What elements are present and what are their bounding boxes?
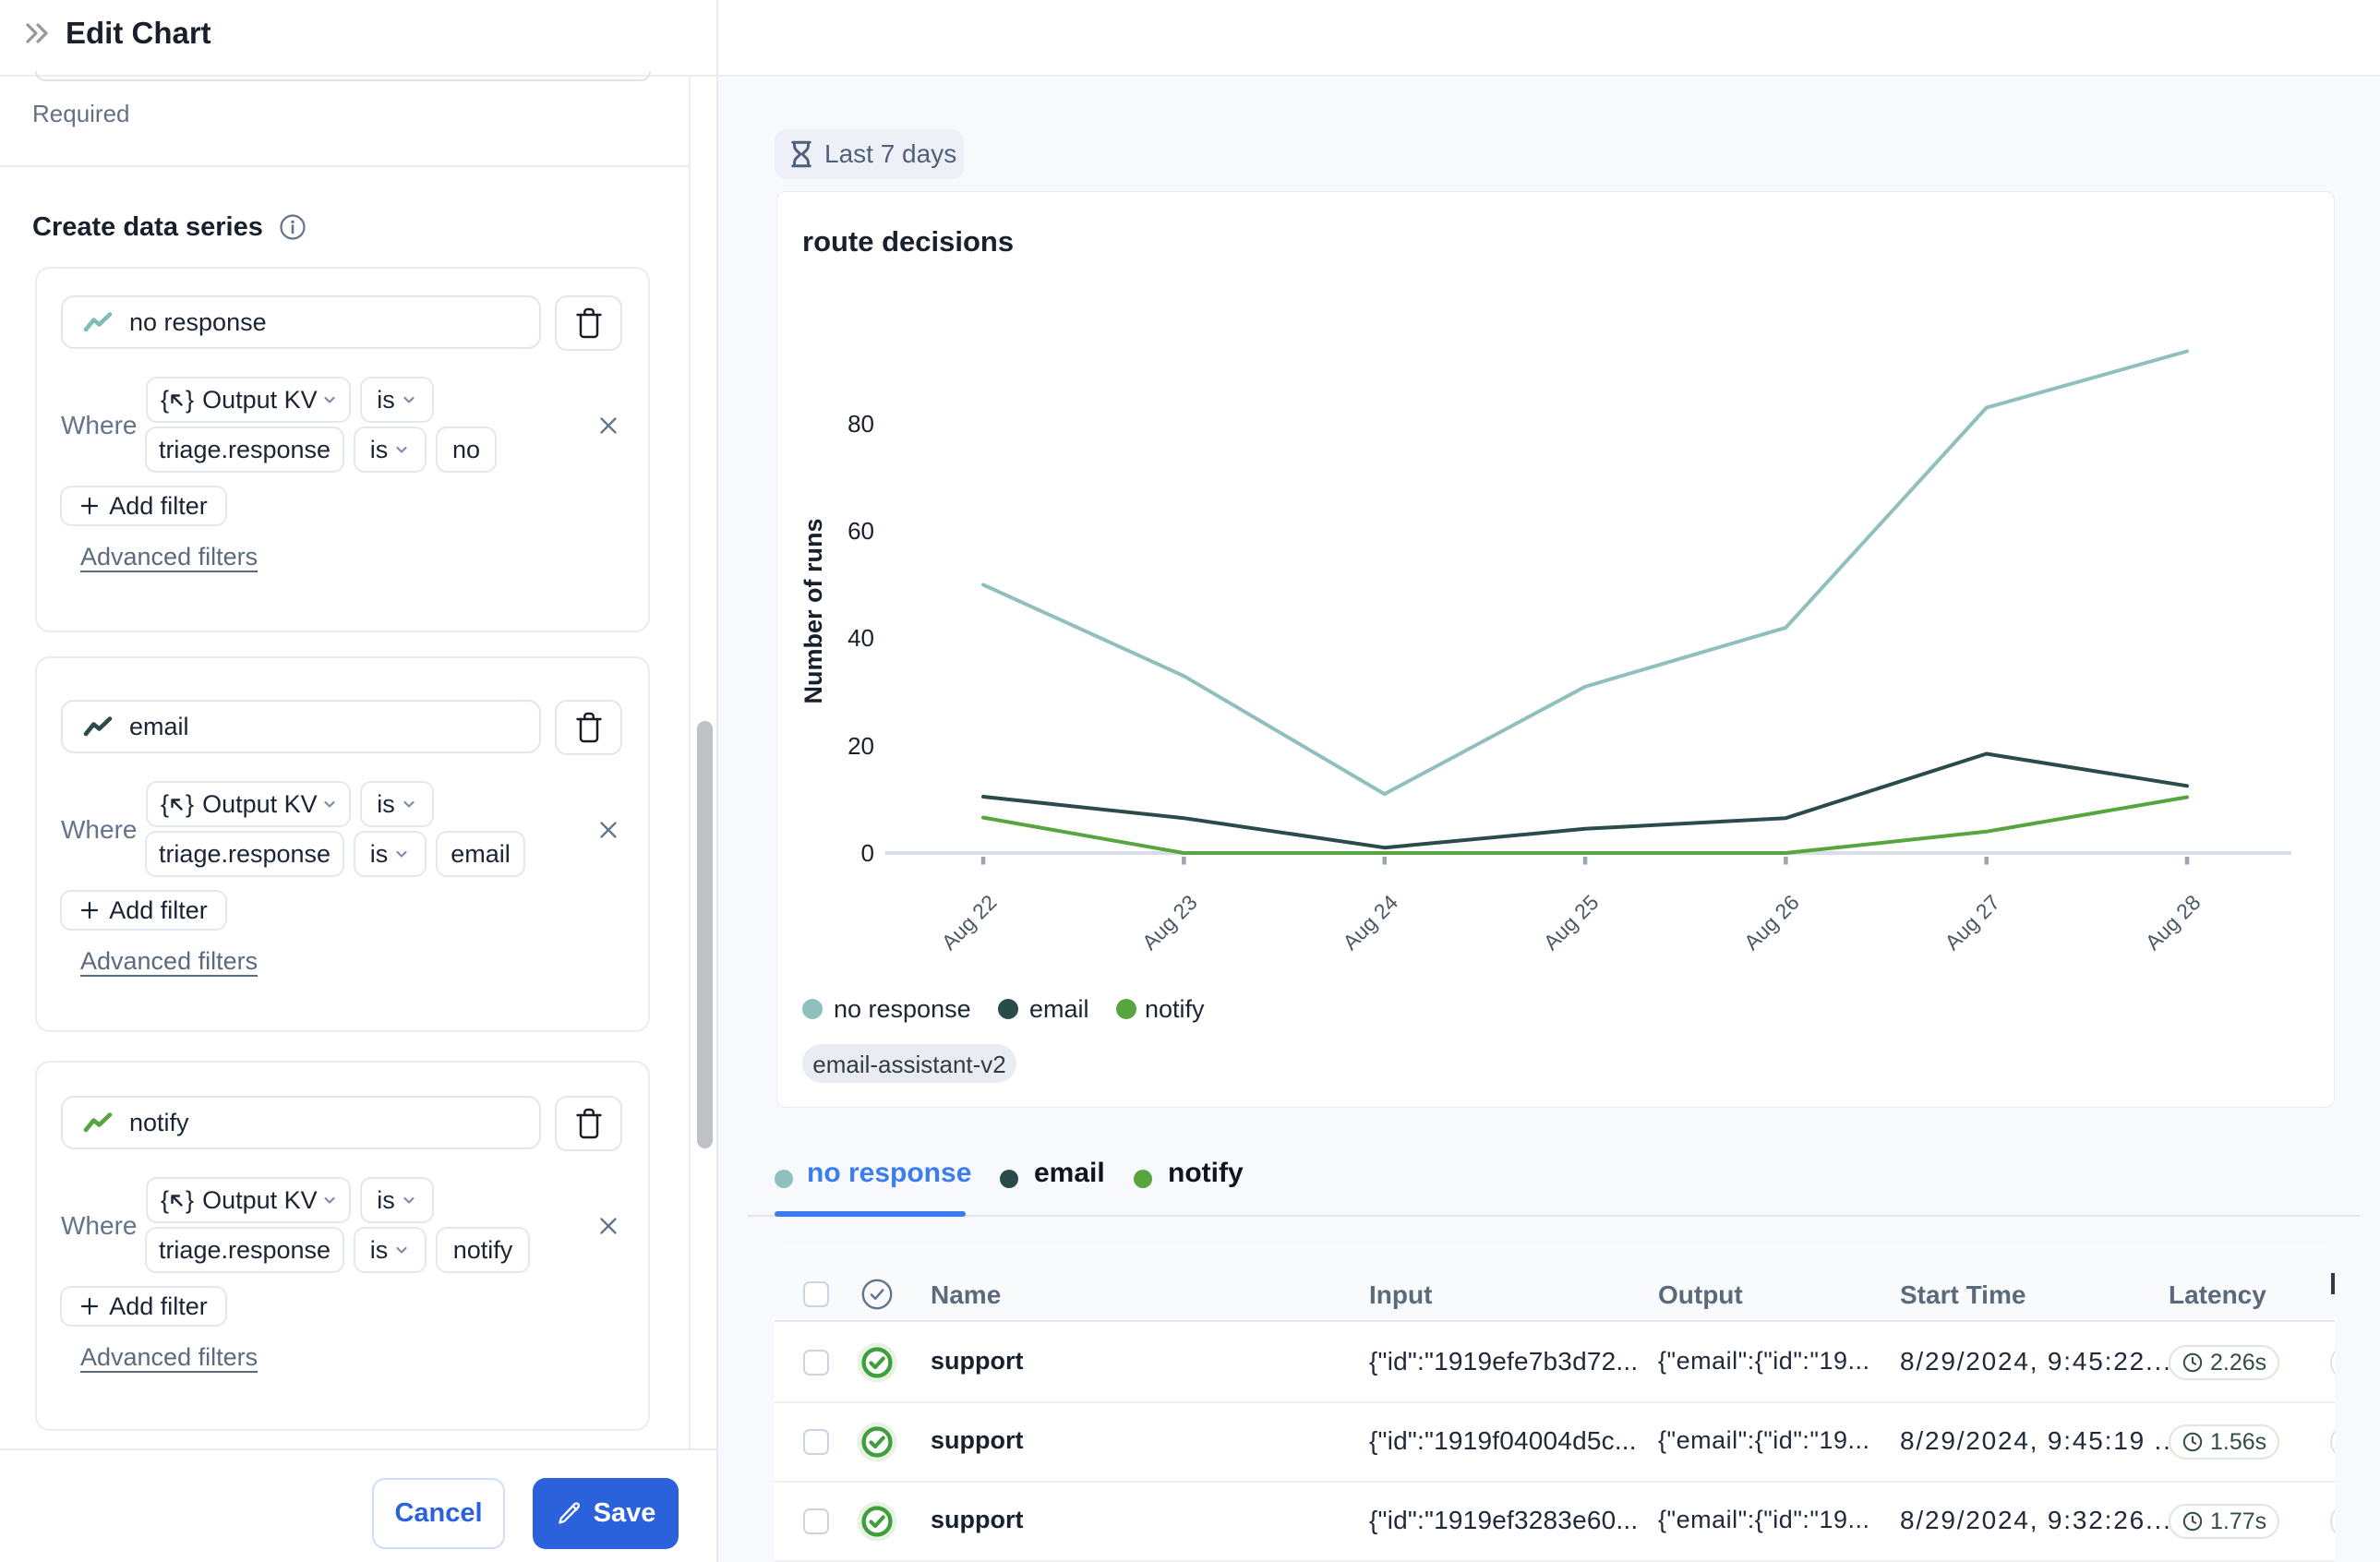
- svg-text:Aug 24: Aug 24: [1338, 890, 1402, 955]
- svg-text:60: 60: [847, 517, 874, 545]
- svg-text:email-assistant-v2: email-assistant-v2: [812, 1051, 1006, 1078]
- svg-text:20: 20: [847, 732, 874, 760]
- svg-text:0: 0: [861, 839, 874, 867]
- svg-text:80: 80: [847, 410, 874, 438]
- svg-text:40: 40: [847, 624, 874, 652]
- svg-text:Aug 27: Aug 27: [1940, 890, 2004, 955]
- svg-text:Aug 28: Aug 28: [2141, 890, 2206, 955]
- svg-text:notify: notify: [1145, 995, 1205, 1023]
- svg-text:Aug 23: Aug 23: [1137, 890, 1202, 955]
- svg-text:Number of runs: Number of runs: [799, 518, 827, 703]
- svg-text:no response: no response: [834, 995, 971, 1023]
- svg-text:Aug 22: Aug 22: [937, 890, 1002, 955]
- svg-text:email: email: [1029, 995, 1089, 1023]
- svg-text:Aug 26: Aug 26: [1739, 890, 1804, 955]
- svg-text:Aug 25: Aug 25: [1539, 890, 1604, 955]
